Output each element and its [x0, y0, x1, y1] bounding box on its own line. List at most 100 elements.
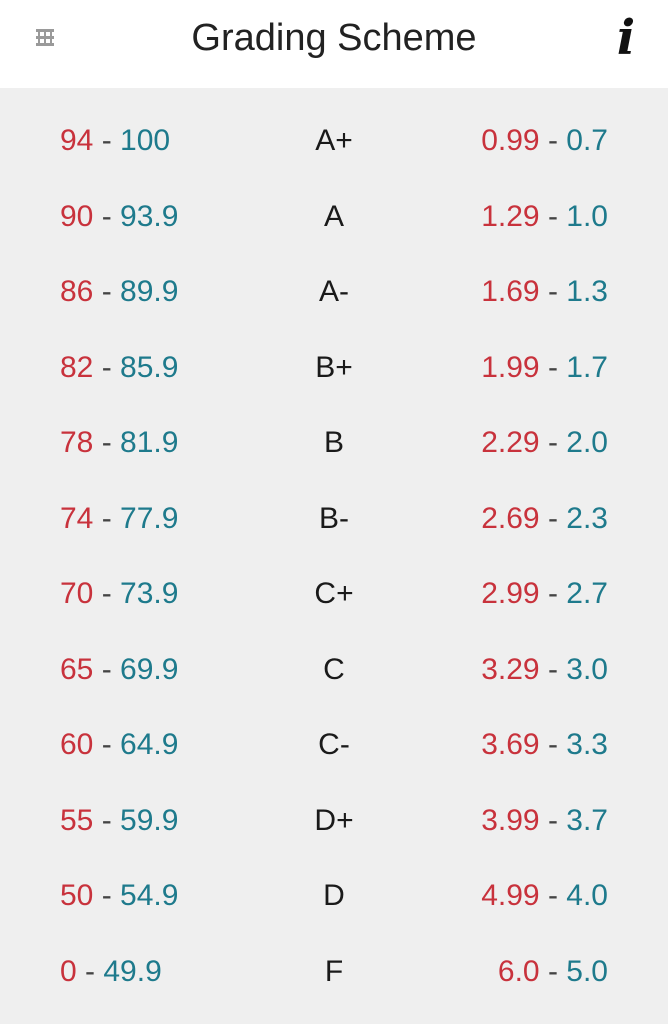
range-separator: -: [93, 652, 121, 686]
table-row: 86 - 89.9 A- 1.69 - 1.3: [0, 254, 668, 330]
range-separator: -: [539, 652, 567, 686]
gpa-range: 6.0 - 5.0: [498, 952, 608, 992]
gpa-high: 2.99: [481, 577, 540, 610]
score-range: 0 - 49.9: [60, 952, 162, 992]
table-row: 78 - 81.9 B 2.29 - 2.0: [0, 405, 668, 481]
score-range: 55 - 59.9: [60, 801, 178, 841]
range-separator: -: [76, 954, 104, 988]
score-range: 65 - 69.9: [60, 650, 178, 690]
range-separator: -: [539, 199, 567, 233]
score-min: 60: [60, 728, 94, 761]
table-row: 82 - 85.9 B+ 1.99 - 1.7: [0, 330, 668, 406]
gpa-low: 3.7: [566, 803, 608, 837]
letter-grade: C: [323, 652, 345, 686]
grading-table: 94 - 100 A+ 0.99 - 0.7 90 - 93.9 A 1.29 - 1.0…: [0, 103, 668, 1009]
score-max: 89.9: [120, 275, 179, 308]
range-separator: -: [539, 577, 567, 610]
table-row: 0 - 49.9 F 6.0 - 5.0: [0, 934, 668, 1010]
gpa-low: 0.7: [566, 124, 608, 157]
range-separator: -: [539, 501, 567, 535]
range-separator: -: [93, 577, 121, 610]
range-separator: -: [539, 728, 567, 761]
app-header: Grading Scheme i: [0, 0, 668, 88]
gpa-low: 2.3: [566, 501, 608, 535]
letter-grade: F: [324, 954, 344, 988]
score-min: 78: [60, 426, 94, 459]
gpa-low: 1.7: [566, 350, 608, 384]
gpa-range: 1.69 - 1.3: [481, 272, 608, 312]
score-max: 85.9: [120, 350, 179, 384]
score-min: 0: [60, 954, 77, 988]
gpa-low: 4.0: [566, 879, 608, 912]
score-max: 77.9: [120, 501, 179, 535]
range-separator: -: [539, 426, 567, 459]
score-max: 81.9: [120, 426, 179, 459]
score-max: 64.9: [120, 728, 179, 761]
gpa-range: 0.99 - 0.7: [481, 121, 608, 161]
gpa-high: 1.69: [481, 275, 540, 308]
table-row: 55 - 59.9 D+ 3.99 - 3.7: [0, 783, 668, 859]
score-range: 90 - 93.9: [60, 197, 178, 237]
score-max: 93.9: [120, 199, 179, 233]
gpa-high: 3.29: [481, 652, 540, 686]
gpa-high: 2.29: [481, 426, 540, 459]
gpa-low: 1.0: [566, 199, 608, 233]
gpa-high: 3.69: [481, 728, 540, 761]
gpa-range: 4.99 - 4.0: [481, 876, 608, 916]
range-separator: -: [539, 124, 567, 157]
score-range: 94 - 100: [60, 121, 170, 161]
table-row: 94 - 100 A+ 0.99 - 0.7: [0, 103, 668, 179]
range-separator: -: [539, 350, 567, 384]
gpa-high: 0.99: [481, 124, 540, 157]
table-row: 65 - 69.9 C 3.29 - 3.0: [0, 632, 668, 708]
score-range: 78 - 81.9: [60, 423, 178, 463]
score-max: 73.9: [120, 577, 179, 610]
score-max: 49.9: [103, 954, 162, 988]
gpa-range: 2.29 - 2.0: [481, 423, 608, 463]
range-separator: -: [539, 803, 567, 837]
gpa-low: 2.0: [566, 426, 608, 459]
hamburger-menu-icon-graphic: [36, 29, 54, 46]
gpa-range: 3.29 - 3.0: [481, 650, 608, 690]
score-min: 86: [60, 275, 94, 308]
range-separator: -: [93, 199, 121, 233]
gpa-range: 3.99 - 3.7: [481, 801, 608, 841]
letter-grade: B-: [319, 501, 349, 535]
letter-grade: A+: [315, 124, 353, 157]
page-title: Grading Scheme: [191, 17, 477, 59]
letter-grade: B: [323, 426, 344, 459]
info-icon[interactable]: i: [616, 10, 636, 66]
table-row: 60 - 64.9 C- 3.69 - 3.3: [0, 707, 668, 783]
score-max: 54.9: [120, 879, 179, 912]
range-separator: -: [93, 879, 121, 912]
gpa-low: 1.3: [566, 275, 608, 308]
score-min: 94: [60, 124, 94, 157]
letter-grade: C+: [314, 577, 354, 610]
score-range: 86 - 89.9: [60, 272, 178, 312]
gpa-range: 1.99 - 1.7: [481, 348, 608, 388]
range-separator: -: [539, 954, 567, 988]
table-row: 74 - 77.9 B- 2.69 - 2.3: [0, 481, 668, 557]
gpa-range: 1.29 - 1.0: [481, 197, 608, 237]
range-separator: -: [93, 728, 121, 761]
letter-grade: A-: [319, 275, 349, 308]
gpa-range: 2.69 - 2.3: [481, 499, 608, 539]
score-range: 60 - 64.9: [60, 725, 178, 765]
score-range: 70 - 73.9: [60, 574, 178, 614]
letter-grade: D+: [314, 803, 354, 837]
range-separator: -: [93, 501, 121, 535]
range-separator: -: [539, 275, 567, 308]
hamburger-menu-icon[interactable]: [36, 27, 54, 53]
score-max: 69.9: [120, 652, 179, 686]
gpa-low: 5.0: [566, 954, 608, 988]
score-range: 50 - 54.9: [60, 876, 178, 916]
range-separator: -: [93, 803, 121, 837]
gpa-range: 2.99 - 2.7: [481, 574, 608, 614]
score-min: 50: [60, 879, 94, 912]
gpa-high: 3.99: [481, 803, 540, 837]
gpa-low: 3.0: [566, 652, 608, 686]
score-range: 74 - 77.9: [60, 499, 178, 539]
score-min: 90: [60, 199, 94, 233]
score-min: 82: [60, 350, 94, 384]
